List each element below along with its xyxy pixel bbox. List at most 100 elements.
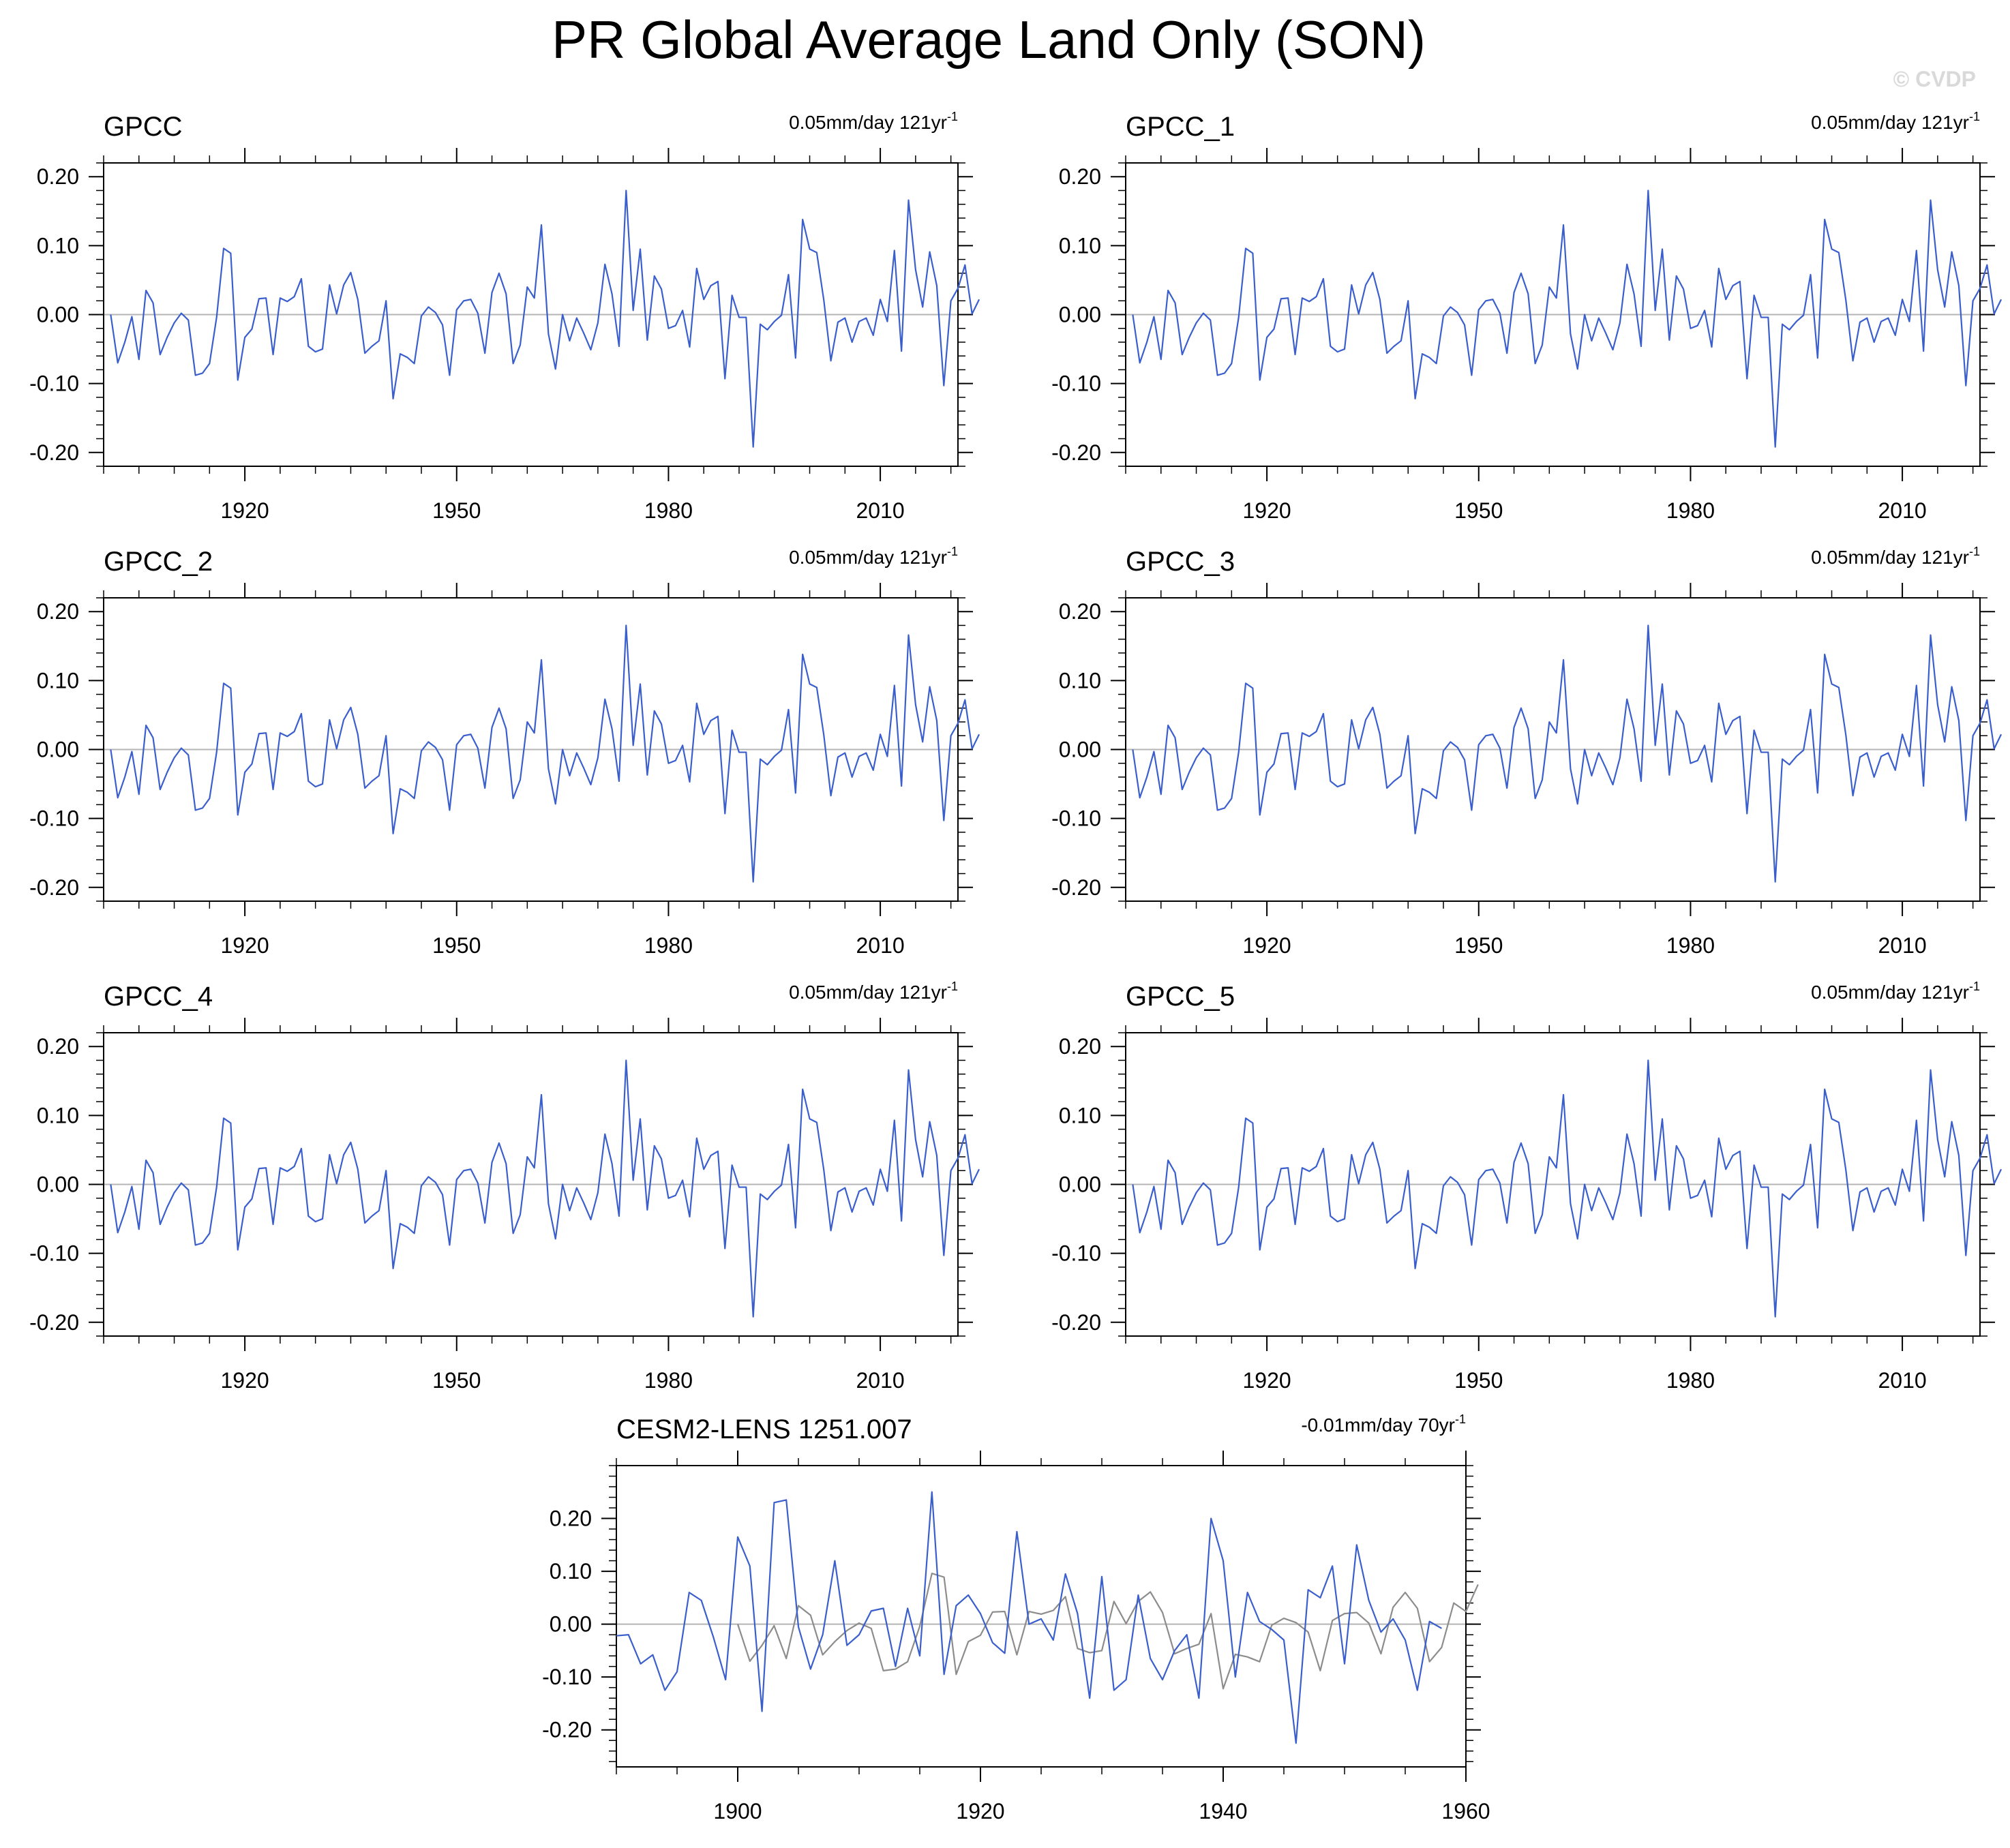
x-tick-label: 1900 xyxy=(713,1799,762,1823)
y-tick-label: -0.20 xyxy=(1051,1310,1101,1335)
y-tick-label: 0.10 xyxy=(37,668,79,693)
y-tick-label: -0.10 xyxy=(29,372,79,396)
x-tick-label: 2010 xyxy=(856,933,904,958)
x-tick-label: 2010 xyxy=(856,1368,904,1393)
x-tick-label: 1950 xyxy=(432,498,481,523)
x-tick-label: 2010 xyxy=(1878,933,1926,958)
y-tick-label: 0.20 xyxy=(1059,1034,1101,1059)
panel-title: GPCC_4 xyxy=(104,982,213,1012)
watermark: © CVDP xyxy=(1893,67,1976,91)
panel-3: 0.20 0.10 0.00 -0.10 -0.20 1920 1950 1980 2010 GP… xyxy=(1051,545,2002,958)
y-tick-label: 0.00 xyxy=(37,1172,79,1197)
panel-1: 0.20 0.10 0.00 -0.10 -0.20 1920 1950 1980 2010 GP… xyxy=(1051,110,2002,523)
y-tick-label: -0.20 xyxy=(29,1310,79,1335)
panel-title: GPCC xyxy=(104,112,183,142)
y-tick-label: -0.10 xyxy=(29,806,79,831)
y-tick-label: -0.10 xyxy=(29,1241,79,1266)
x-tick-label: 1950 xyxy=(1454,1368,1503,1393)
x-tick-label: 2010 xyxy=(1878,498,1926,523)
x-tick-label: 1960 xyxy=(1441,1799,1490,1823)
reference-series-line xyxy=(736,1573,1479,1690)
panels: 0.20 0.10 0.00 -0.10 -0.20 1920 1950 1980 2010 GP… xyxy=(29,110,2002,1823)
x-tick-label: 1920 xyxy=(1243,1368,1291,1393)
trend-exponent: -1 xyxy=(947,980,958,993)
trend-label: -0.01mm/day 70yr-1 xyxy=(1301,1412,1466,1436)
y-tick-label: 0.00 xyxy=(1059,1172,1101,1197)
series-line xyxy=(110,624,980,883)
x-tick-label: 1920 xyxy=(956,1799,1004,1823)
series-line xyxy=(110,1059,980,1318)
x-tick-label: 1950 xyxy=(432,1368,481,1393)
y-tick-label: -0.20 xyxy=(1051,875,1101,900)
y-tick-label: 0.00 xyxy=(37,738,79,762)
y-tick-label: -0.20 xyxy=(1051,440,1101,465)
y-tick-label: 0.20 xyxy=(550,1506,592,1531)
x-tick-label: 2010 xyxy=(856,498,904,523)
x-tick-label: 1920 xyxy=(221,933,269,958)
y-tick-label: 0.20 xyxy=(1059,164,1101,189)
x-tick-label: 1950 xyxy=(1454,933,1503,958)
x-tick-label: 1950 xyxy=(1454,498,1503,523)
y-tick-label: -0.20 xyxy=(29,875,79,900)
trend-label: 0.05mm/day 121yr-1 xyxy=(789,980,958,1003)
figure-title: PR Global Average Land Only (SON) xyxy=(552,10,1426,70)
y-tick-label: 0.00 xyxy=(37,303,79,327)
y-tick-label: -0.10 xyxy=(1051,1241,1101,1266)
trend-label: 0.05mm/day 121yr-1 xyxy=(1811,110,1980,133)
trend-exponent: -1 xyxy=(1969,110,1980,123)
x-tick-label: 1980 xyxy=(1666,1368,1715,1393)
x-tick-label: 2010 xyxy=(1878,1368,1926,1393)
y-tick-label: 0.10 xyxy=(550,1559,592,1584)
trend-label: 0.05mm/day 121yr-1 xyxy=(1811,980,1980,1003)
y-tick-label: 0.20 xyxy=(37,164,79,189)
y-tick-label: -0.20 xyxy=(542,1718,592,1742)
x-tick-label: 1980 xyxy=(644,933,693,958)
trend-exponent: -1 xyxy=(1455,1412,1466,1426)
trend-exponent: -1 xyxy=(1969,980,1980,993)
y-tick-label: 0.00 xyxy=(1059,303,1101,327)
panel-title: GPCC_5 xyxy=(1126,982,1235,1012)
panel-title: CESM2-LENS 1251.007 xyxy=(616,1414,912,1444)
y-tick-label: -0.10 xyxy=(1051,806,1101,831)
y-tick-label: -0.10 xyxy=(542,1665,592,1689)
panel-title: GPCC_3 xyxy=(1126,547,1235,577)
x-tick-label: 1980 xyxy=(1666,498,1715,523)
y-tick-label: 0.10 xyxy=(37,233,79,258)
y-tick-label: -0.20 xyxy=(29,440,79,465)
panel-6: 0.20 0.10 0.00 -0.10 -0.20 1900 1920 1940 1960 CE… xyxy=(542,1412,1490,1823)
x-tick-label: 1980 xyxy=(1666,933,1715,958)
trend-label: 0.05mm/day 121yr-1 xyxy=(1811,545,1980,568)
panel-0: 0.20 0.10 0.00 -0.10 -0.20 1920 1950 1980 2010 GP… xyxy=(29,110,980,523)
x-tick-label: 1920 xyxy=(221,1368,269,1393)
panel-title: GPCC_1 xyxy=(1126,112,1235,142)
x-tick-label: 1920 xyxy=(1243,498,1291,523)
panel-2: 0.20 0.10 0.00 -0.10 -0.20 1920 1950 1980 2010 GP… xyxy=(29,545,980,958)
panel-4: 0.20 0.10 0.00 -0.10 -0.20 1920 1950 1980 2010 GP… xyxy=(29,980,980,1393)
y-tick-label: -0.10 xyxy=(1051,372,1101,396)
y-tick-label: 0.10 xyxy=(1059,1103,1101,1127)
series-line xyxy=(1132,624,2002,883)
y-tick-label: 0.20 xyxy=(1059,599,1101,624)
trend-label: 0.05mm/day 121yr-1 xyxy=(789,110,958,133)
series-line xyxy=(616,1491,1442,1744)
x-tick-label: 1920 xyxy=(1243,933,1291,958)
series-line xyxy=(110,190,980,448)
trend-label: 0.05mm/day 121yr-1 xyxy=(789,545,958,568)
y-tick-label: 0.10 xyxy=(37,1103,79,1127)
x-tick-label: 1940 xyxy=(1199,1799,1247,1823)
y-tick-label: 0.00 xyxy=(1059,738,1101,762)
x-tick-label: 1920 xyxy=(221,498,269,523)
y-tick-label: 0.10 xyxy=(1059,233,1101,258)
series-line xyxy=(1132,1059,2002,1318)
x-tick-label: 1950 xyxy=(432,933,481,958)
trend-exponent: -1 xyxy=(947,545,958,558)
trend-exponent: -1 xyxy=(947,110,958,123)
trend-exponent: -1 xyxy=(1969,545,1980,558)
panel-title: GPCC_2 xyxy=(104,547,213,577)
y-tick-label: 0.20 xyxy=(37,599,79,624)
x-tick-label: 1980 xyxy=(644,1368,693,1393)
panel-5: 0.20 0.10 0.00 -0.10 -0.20 1920 1950 1980 2010 GP… xyxy=(1051,980,2002,1393)
y-tick-label: 0.10 xyxy=(1059,668,1101,693)
y-tick-label: 0.00 xyxy=(550,1612,592,1637)
